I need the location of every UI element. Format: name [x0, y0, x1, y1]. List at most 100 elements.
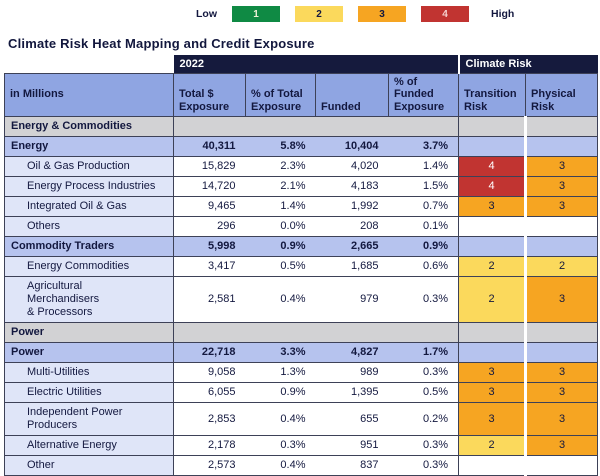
- physical-risk-cell: 3: [524, 276, 599, 323]
- funded-cell: 4,827: [315, 342, 389, 363]
- physical-risk-cell: [524, 342, 599, 363]
- page-title: Climate Risk Heat Mapping and Credit Exp…: [8, 36, 315, 51]
- transition-risk-cell: [458, 322, 526, 343]
- row-label: Alternative Energy: [4, 435, 174, 456]
- funded-cell: 989: [315, 362, 389, 383]
- row-label: Power: [4, 322, 174, 343]
- total-exposure-cell: 5,998: [173, 236, 246, 257]
- physical-risk-cell: 3: [524, 382, 599, 403]
- total-exposure-cell: 40,311: [173, 136, 246, 157]
- row-label: Multi-Utilities: [4, 362, 174, 383]
- physical-risk-cell: 2: [524, 256, 599, 277]
- table-row: Others 296 0.0% 208 0.1%: [4, 216, 599, 237]
- funded-cell: 208: [315, 216, 389, 237]
- physical-risk-cell: 3: [524, 176, 599, 197]
- pct-funded-exposure-cell: 3.7%: [388, 136, 459, 157]
- pct-total-exposure-cell: 1.3%: [245, 362, 316, 383]
- funded-cell: 837: [315, 455, 389, 476]
- pct-funded-exposure-cell: [388, 322, 459, 343]
- pct-total-exposure-cell: 0.5%: [245, 256, 316, 277]
- pct-total-exposure-cell: 0.0%: [245, 216, 316, 237]
- total-exposure-cell: 2,581: [173, 276, 246, 323]
- table-row: Energy & Commodities: [4, 116, 599, 137]
- funded-cell: 4,183: [315, 176, 389, 197]
- physical-risk-cell: [524, 136, 599, 157]
- transition-risk-cell: 2: [458, 435, 526, 456]
- total-exposure-cell: 9,465: [173, 196, 246, 217]
- row-label: Other: [4, 455, 174, 476]
- pct-total-exposure-cell: 1.4%: [245, 196, 316, 217]
- funded-cell: [315, 116, 389, 137]
- legend-level-1: 1: [232, 6, 280, 22]
- transition-risk-cell: [458, 216, 526, 237]
- col-header-physical-risk: Physical Risk: [525, 72, 599, 117]
- total-exposure-cell: [173, 116, 246, 137]
- col-header-total-exposure: Total $ Exposure: [173, 72, 246, 117]
- funded-cell: 4,020: [315, 156, 389, 177]
- pct-total-exposure-cell: [245, 322, 316, 343]
- transition-risk-cell: [458, 136, 526, 157]
- legend-level-2: 2: [295, 6, 343, 22]
- group-header-spacer: [4, 55, 174, 73]
- transition-risk-cell: 3: [458, 196, 526, 217]
- legend-low-label: Low: [196, 8, 217, 20]
- table-row: Other 2,573 0.4% 837 0.3%: [4, 455, 599, 476]
- physical-risk-cell: [524, 455, 599, 476]
- pct-total-exposure-cell: 2.3%: [245, 156, 316, 177]
- table-row: Energy Commodities 3,417 0.5% 1,685 0.6% 2 2: [4, 256, 599, 277]
- legend-level-4: 4: [421, 6, 469, 22]
- transition-risk-cell: 3: [458, 362, 526, 383]
- group-header-climate-risk: Climate Risk: [457, 55, 598, 73]
- total-exposure-cell: 22,718: [173, 342, 246, 363]
- col-header-pct-funded-exposure: % of Funded Exposure: [387, 72, 460, 117]
- pct-total-exposure-cell: 3.3%: [245, 342, 316, 363]
- row-label: Independent Power Producers: [4, 402, 174, 436]
- pct-funded-exposure-cell: 0.3%: [388, 276, 459, 323]
- table-row: Oil & Gas Production 15,829 2.3% 4,020 1.4% 4…: [4, 156, 599, 177]
- pct-total-exposure-cell: 0.3%: [245, 435, 316, 456]
- physical-risk-cell: 3: [524, 435, 599, 456]
- funded-cell: 10,404: [315, 136, 389, 157]
- physical-risk-cell: 3: [524, 402, 599, 436]
- funded-cell: [315, 322, 389, 343]
- total-exposure-cell: 2,853: [173, 402, 246, 436]
- pct-funded-exposure-cell: 0.5%: [388, 382, 459, 403]
- row-label: Commodity Traders: [4, 236, 174, 257]
- col-header-funded: Funded: [315, 72, 389, 117]
- table-row: Power: [4, 322, 599, 343]
- pct-total-exposure-cell: 0.4%: [245, 276, 316, 323]
- table-row: Agricultural Merchandisers & Processors 2…: [4, 276, 599, 323]
- row-label: Energy & Commodities: [4, 116, 174, 137]
- credit-exposure-table: 2022 Climate Risk in Millions Total $ Expos…: [4, 55, 599, 476]
- physical-risk-cell: 3: [524, 156, 599, 177]
- pct-funded-exposure-cell: 0.1%: [388, 216, 459, 237]
- pct-funded-exposure-cell: 0.3%: [388, 435, 459, 456]
- pct-total-exposure-cell: 2.1%: [245, 176, 316, 197]
- transition-risk-cell: [458, 455, 526, 476]
- pct-total-exposure-cell: 0.9%: [245, 236, 316, 257]
- table-row: Energy 40,311 5.8% 10,404 3.7%: [4, 136, 599, 157]
- pct-funded-exposure-cell: 0.3%: [388, 362, 459, 383]
- col-header-in-millions: in Millions: [4, 72, 174, 117]
- funded-cell: 2,665: [315, 236, 389, 257]
- physical-risk-cell: 3: [524, 196, 599, 217]
- table-row: Electric Utilities 6,055 0.9% 1,395 0.5% 3 3: [4, 382, 599, 403]
- col-header-transition-risk: Transition Risk: [458, 72, 527, 117]
- table-row: Energy Process Industries 14,720 2.1% 4,183…: [4, 176, 599, 197]
- table-row: Multi-Utilities 9,058 1.3% 989 0.3% 3 3: [4, 362, 599, 383]
- transition-risk-cell: 2: [458, 256, 526, 277]
- pct-funded-exposure-cell: 1.7%: [388, 342, 459, 363]
- row-label: Energy: [4, 136, 174, 157]
- transition-risk-cell: 3: [458, 402, 526, 436]
- pct-funded-exposure-cell: 0.9%: [388, 236, 459, 257]
- row-label: Power: [4, 342, 174, 363]
- total-exposure-cell: 3,417: [173, 256, 246, 277]
- transition-risk-cell: 4: [458, 176, 526, 197]
- pct-funded-exposure-cell: 0.6%: [388, 256, 459, 277]
- funded-cell: 951: [315, 435, 389, 456]
- total-exposure-cell: 15,829: [173, 156, 246, 177]
- row-label: Oil & Gas Production: [4, 156, 174, 177]
- pct-funded-exposure-cell: 1.4%: [388, 156, 459, 177]
- row-label: Integrated Oil & Gas: [4, 196, 174, 217]
